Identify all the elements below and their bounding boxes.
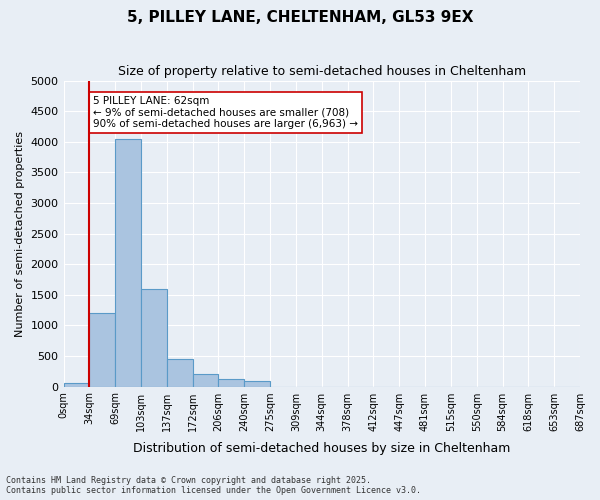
Bar <box>64 384 89 386</box>
Bar <box>244 381 270 386</box>
X-axis label: Distribution of semi-detached houses by size in Cheltenham: Distribution of semi-detached houses by … <box>133 442 511 455</box>
Text: Contains HM Land Registry data © Crown copyright and database right 2025.
Contai: Contains HM Land Registry data © Crown c… <box>6 476 421 495</box>
Bar <box>167 359 193 386</box>
Text: 5 PILLEY LANE: 62sqm
← 9% of semi-detached houses are smaller (708)
90% of semi-: 5 PILLEY LANE: 62sqm ← 9% of semi-detach… <box>93 96 358 129</box>
Bar <box>193 374 218 386</box>
Bar <box>218 378 244 386</box>
Bar <box>141 288 167 386</box>
Y-axis label: Number of semi-detached properties: Number of semi-detached properties <box>15 130 25 336</box>
Bar <box>89 313 115 386</box>
Bar <box>115 138 141 386</box>
Text: 5, PILLEY LANE, CHELTENHAM, GL53 9EX: 5, PILLEY LANE, CHELTENHAM, GL53 9EX <box>127 10 473 25</box>
Title: Size of property relative to semi-detached houses in Cheltenham: Size of property relative to semi-detach… <box>118 65 526 78</box>
